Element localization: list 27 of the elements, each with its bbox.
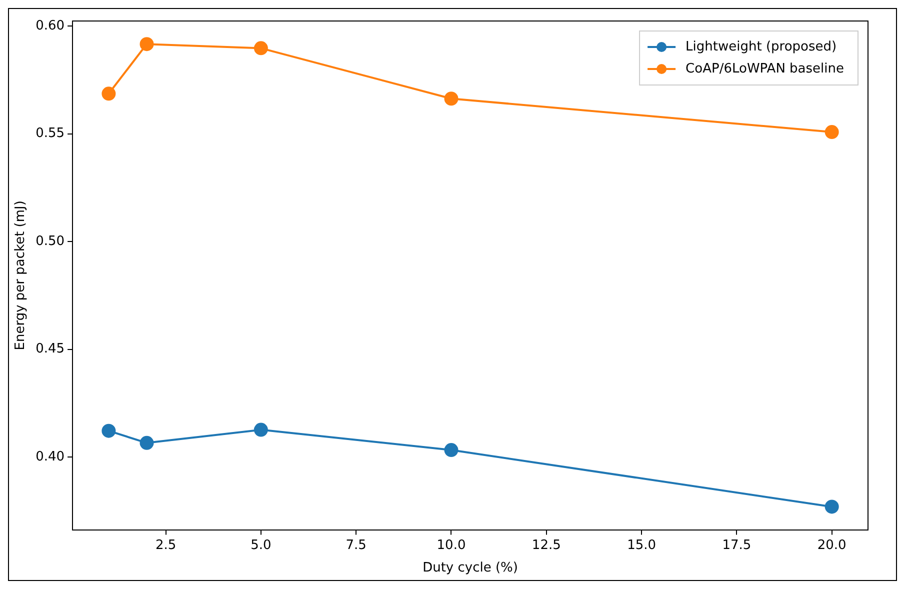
x-tick-label: 7.5 (346, 538, 366, 553)
x-tick-label: 12.5 (532, 538, 561, 553)
point (102, 86, 116, 101)
x-tick-label: 5.0 (250, 538, 272, 553)
legend-label: Lightweight (proposed) (686, 39, 837, 54)
point (444, 443, 458, 458)
point (824, 500, 839, 514)
y-tick-label: 0.60 (36, 18, 65, 34)
point (254, 422, 268, 437)
x-tick-label: 15.0 (627, 538, 656, 553)
x-axis-title: Duty cycle (%) (422, 560, 518, 576)
point (140, 37, 154, 52)
legend-label: CoAP/6LoWPAN baseline (686, 61, 844, 76)
x-tick-label: 10.0 (436, 538, 466, 553)
y-tick-label: 0.50 (36, 234, 65, 249)
x-tick-label: 2.5 (155, 538, 176, 553)
y-tick-label: 0.55 (36, 126, 65, 142)
point (824, 125, 839, 140)
point (254, 41, 268, 56)
y-axis-title: Energy per packet (mJ) (13, 200, 28, 350)
x-tick-label: 20.0 (817, 538, 846, 553)
y-tick-label: 0.45 (36, 342, 65, 357)
x-tick-label: 17.5 (722, 538, 752, 553)
point (444, 92, 458, 106)
y-tick-label: 0.40 (36, 450, 65, 465)
point (102, 424, 116, 438)
point (140, 436, 154, 450)
